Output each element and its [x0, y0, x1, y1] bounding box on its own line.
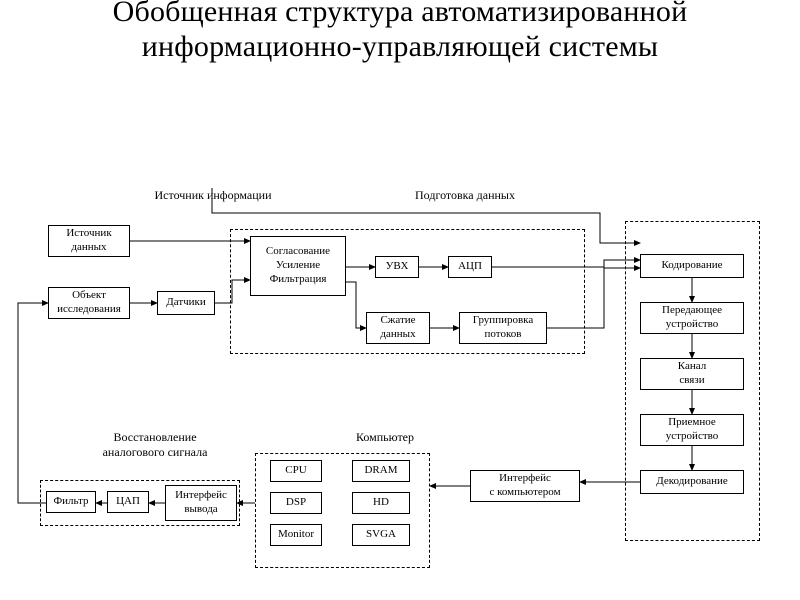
label-restore: Восстановление аналогового сигнала [70, 430, 240, 460]
box-uvh: УВХ [375, 256, 419, 278]
box-cpu: CPU [270, 460, 322, 482]
box-out-iface: Интерфейс вывода [165, 485, 237, 521]
box-sensors: Датчики [157, 291, 215, 315]
box-dram: DRAM [352, 460, 410, 482]
box-filter: Фильтр [46, 491, 96, 513]
box-coding: Кодирование [640, 254, 744, 278]
diagram-title: Обобщенная структура автоматизированной … [0, 0, 800, 64]
box-dsp: DSP [270, 492, 322, 514]
box-data-source: Источник данных [48, 225, 130, 257]
box-monitor: Monitor [270, 524, 322, 546]
box-decoding: Декодирование [640, 470, 744, 494]
label-computer: Компьютер [325, 430, 445, 445]
box-object: Объект исследования [48, 287, 130, 319]
box-compress: Сжатие данных [366, 312, 430, 344]
diagram-page: { "title": "Обобщенная структура автомат… [0, 0, 800, 600]
box-channel: Канал связи [640, 358, 744, 390]
box-grouping: Группировка потоков [459, 312, 547, 344]
label-prep: Подготовка данных [380, 188, 550, 203]
box-pc-iface: Интерфейс с компьютером [470, 470, 580, 502]
box-hd: HD [352, 492, 410, 514]
box-rx: Приемное устройство [640, 414, 744, 446]
box-tx: Передающее устройство [640, 302, 744, 334]
box-cond: Согласование Усиление Фильтрация [250, 236, 346, 296]
box-svga: SVGA [352, 524, 410, 546]
box-dac: ЦАП [107, 491, 149, 513]
label-source: Источник информации [128, 188, 298, 203]
box-adc: АЦП [448, 256, 492, 278]
